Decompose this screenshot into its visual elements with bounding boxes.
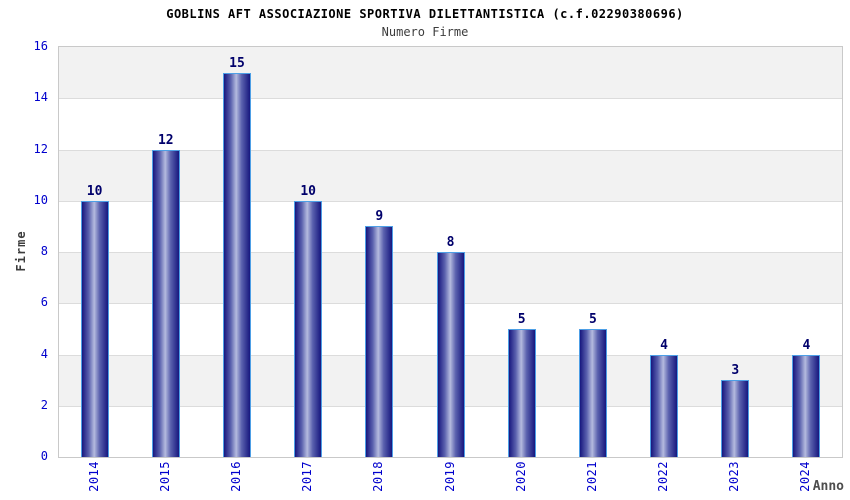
bar-value-label: 3	[731, 363, 740, 379]
x-tick-label: 2018	[371, 461, 386, 492]
chart-title: GOBLINS AFT ASSOCIAZIONE SPORTIVA DILETT…	[166, 7, 684, 21]
bars-container: 10 12 15 10 9 8 5 5 4 3 4	[59, 47, 842, 457]
bar-2017	[294, 200, 323, 457]
bar-slot-2014: 10	[59, 47, 130, 457]
bar-value-label: 5	[588, 311, 597, 327]
bar-slot-2022: 4	[629, 47, 700, 457]
bar-slot-2024: 4	[771, 47, 842, 457]
bar-slot-2019: 8	[415, 47, 486, 457]
x-tick-cell: 2020	[485, 461, 556, 499]
x-tick-label: 2015	[157, 461, 172, 492]
gridline	[59, 200, 842, 202]
bar-value-label: 8	[446, 235, 455, 250]
bar-2021	[578, 328, 607, 457]
x-tick-label: 2016	[228, 461, 243, 492]
gridline	[59, 149, 842, 151]
bar-slot-2020: 5	[486, 47, 557, 457]
bar-value-label: 15	[229, 55, 245, 71]
bar-2016	[222, 72, 251, 457]
bar-value-label: 10	[86, 183, 103, 199]
bar-2014	[80, 200, 109, 457]
bar-2019	[436, 252, 465, 457]
bar-slot-2023: 3	[700, 47, 771, 457]
bar-2023	[721, 380, 750, 457]
bar-2022	[650, 354, 679, 457]
plot-band	[59, 47, 842, 99]
chart-subtitle: Numero Firme	[381, 25, 469, 39]
bar-slot-2018: 9	[344, 47, 415, 457]
x-tick-label: 2022	[656, 461, 671, 492]
bar-slot-2021: 5	[557, 47, 628, 457]
bar-value-label: 4	[802, 337, 811, 353]
x-tick-label: 2021	[584, 461, 599, 492]
x-axis-tick-labels: 2014 2015 2016 2017 2018 2019 2020 2021 2022 2023…	[58, 461, 841, 499]
x-tick-cell: 2022	[628, 461, 699, 499]
gridline	[59, 98, 842, 100]
x-tick-cell: 2018	[343, 461, 414, 499]
x-tick-label: 2014	[86, 461, 101, 492]
bar-2024	[792, 354, 821, 457]
bar-value-label: 10	[300, 183, 316, 199]
y-tick-label: 6	[40, 295, 48, 310]
x-tick-label: 2020	[513, 461, 528, 492]
x-tick-label: 2017	[300, 461, 315, 492]
x-tick-cell: 2015	[129, 461, 200, 499]
x-tick-cell: 2021	[556, 461, 627, 499]
y-tick-label: 8	[40, 244, 48, 258]
x-tick-label: 2023	[727, 461, 742, 492]
bar-slot-2017: 10	[273, 47, 344, 457]
plot-band	[59, 200, 842, 252]
x-tick-cell: 2014	[58, 461, 129, 499]
x-tick-cell: 2017	[272, 461, 343, 499]
x-tick-cell: 2019	[414, 461, 485, 499]
bar-value-label: 9	[375, 209, 384, 225]
y-tick-label: 2	[40, 397, 48, 412]
bar-2018	[365, 226, 394, 457]
bar-slot-2015: 12	[130, 47, 201, 457]
y-tick-label: 0	[40, 449, 48, 463]
bar-value-label: 5	[517, 311, 526, 327]
y-tick-label: 12	[33, 141, 48, 156]
y-tick-label: 14	[33, 90, 48, 105]
x-axis-title: Anno	[812, 479, 844, 494]
x-tick-cell: 2023	[699, 461, 770, 499]
bar-2015	[151, 149, 180, 457]
y-tick-label: 10	[33, 192, 48, 207]
y-tick-label: 4	[40, 346, 48, 361]
y-tick-label: 16	[33, 39, 48, 53]
bar-slot-2016: 15	[201, 47, 272, 457]
x-tick-cell: 2016	[200, 461, 271, 499]
bar-value-label: 12	[157, 132, 174, 148]
bar-value-label: 4	[660, 337, 668, 353]
x-tick-label: 2024	[798, 461, 813, 492]
plot-band	[59, 98, 842, 150]
y-axis-tick-labels: 0 2 4 6 8 10 12 14 16	[0, 39, 52, 463]
x-tick-label: 2019	[442, 461, 457, 492]
plot-area: 10 12 15 10 9 8 5 5 4 3 4	[58, 46, 843, 458]
plot-band	[59, 149, 842, 201]
bar-2020	[507, 328, 536, 457]
